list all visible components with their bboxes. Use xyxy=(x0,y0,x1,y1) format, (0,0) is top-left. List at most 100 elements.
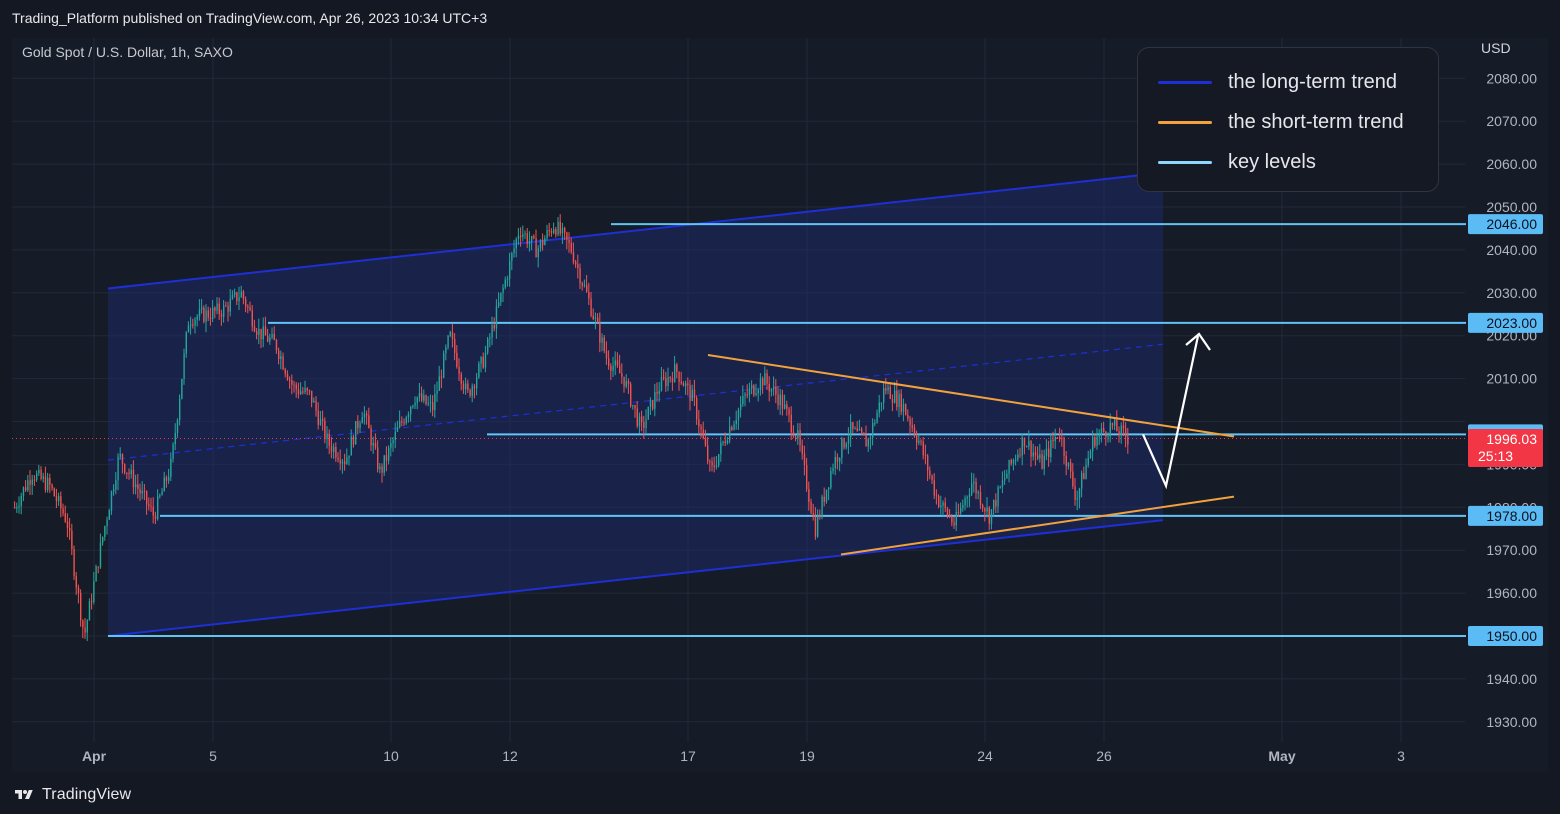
candle-body xyxy=(977,492,979,494)
candle-body xyxy=(66,521,69,528)
candle-body xyxy=(803,453,806,465)
candle-body xyxy=(304,388,306,393)
candle-body xyxy=(858,428,861,431)
candle-body xyxy=(53,488,55,497)
candle-body xyxy=(1017,454,1019,460)
candle-body xyxy=(1072,471,1074,487)
candle-body xyxy=(478,363,480,378)
candle-body xyxy=(693,389,696,398)
candle-body xyxy=(823,496,825,502)
candle-body xyxy=(69,527,71,531)
candle-body xyxy=(927,455,929,471)
candle-body xyxy=(161,491,163,496)
candle-body xyxy=(676,364,678,372)
candle-body xyxy=(946,508,949,516)
candle-body xyxy=(799,430,801,446)
candle-body xyxy=(852,422,854,429)
candle-body xyxy=(183,353,185,379)
candle-body xyxy=(350,436,352,456)
candle-body xyxy=(744,394,746,396)
candle-body xyxy=(610,366,612,371)
candle-body xyxy=(260,328,262,340)
candle-body xyxy=(746,394,748,396)
candle-body xyxy=(590,298,592,316)
candle-body xyxy=(819,515,821,517)
candle-body xyxy=(1107,436,1109,438)
candle-body xyxy=(95,566,97,582)
candle-body xyxy=(14,507,16,509)
candle-body xyxy=(850,422,852,438)
candle-body xyxy=(333,447,335,453)
candle-body xyxy=(812,513,814,517)
candle-body xyxy=(462,383,465,390)
candle-body xyxy=(121,454,124,465)
x-tick-label: 12 xyxy=(502,748,518,764)
candle-body xyxy=(247,306,249,308)
candle-body xyxy=(181,378,183,399)
time-axis[interactable]: Apr 5 10 12 17 19 24 26 May 3 xyxy=(82,748,1405,764)
footer-brand-text: TradingView xyxy=(42,786,132,803)
candle-body xyxy=(201,307,203,310)
candle-body xyxy=(256,331,258,335)
candle-body xyxy=(306,388,308,391)
candle-body xyxy=(876,412,878,423)
candle-body xyxy=(1063,438,1065,456)
candle-body xyxy=(157,496,159,519)
y-tick-label: 1940.00 xyxy=(1486,671,1537,687)
candle-body xyxy=(372,442,374,446)
candle-body xyxy=(449,332,451,336)
candle-body xyxy=(473,386,476,389)
candle-body xyxy=(685,383,687,387)
x-tick-label: Apr xyxy=(82,748,107,764)
candle-body xyxy=(355,421,357,445)
footer-brand[interactable]: TradingView xyxy=(12,784,131,806)
candle-body xyxy=(986,507,988,512)
candle-body xyxy=(223,305,225,317)
candle-body xyxy=(718,454,720,466)
candle-body xyxy=(1059,437,1061,439)
candle-body xyxy=(124,464,126,473)
candle-body xyxy=(544,238,546,245)
candle-body xyxy=(524,233,526,235)
candle-body xyxy=(93,581,95,602)
candle-body xyxy=(110,491,113,511)
candle-body xyxy=(999,486,1001,488)
candle-body xyxy=(830,471,832,488)
candle-body xyxy=(216,303,218,311)
candle-body xyxy=(71,530,73,550)
candle-body xyxy=(27,480,29,491)
candle-body xyxy=(493,325,495,329)
candle-body xyxy=(284,369,286,374)
candle-body xyxy=(900,393,902,412)
candle-body xyxy=(1008,460,1010,474)
candle-body xyxy=(570,242,572,252)
candle-body xyxy=(194,319,196,326)
candle-body xyxy=(262,326,264,340)
candle-body xyxy=(240,291,242,298)
candle-body xyxy=(792,432,795,437)
candle-body xyxy=(1006,473,1008,479)
candle-body xyxy=(905,404,907,415)
candle-body xyxy=(1039,454,1041,459)
candle-body xyxy=(566,232,568,240)
candle-body xyxy=(280,356,282,360)
candle-body xyxy=(385,455,388,461)
candle-body xyxy=(854,428,856,430)
candle-body xyxy=(458,366,460,374)
candle-body xyxy=(786,404,788,409)
currency-label: USD xyxy=(1481,40,1511,56)
x-tick-label: 26 xyxy=(1096,748,1112,764)
candle-body xyxy=(649,399,652,407)
candle-body xyxy=(968,494,971,497)
candle-body xyxy=(654,391,656,409)
candle-body xyxy=(467,383,469,390)
candle-body xyxy=(691,389,693,401)
candle-body xyxy=(108,510,110,520)
candle-body xyxy=(366,413,368,416)
candle-body xyxy=(1065,455,1067,467)
candle-body xyxy=(564,227,566,233)
candle-body xyxy=(768,383,770,392)
candle-body xyxy=(711,461,713,466)
candle-body xyxy=(731,427,733,430)
